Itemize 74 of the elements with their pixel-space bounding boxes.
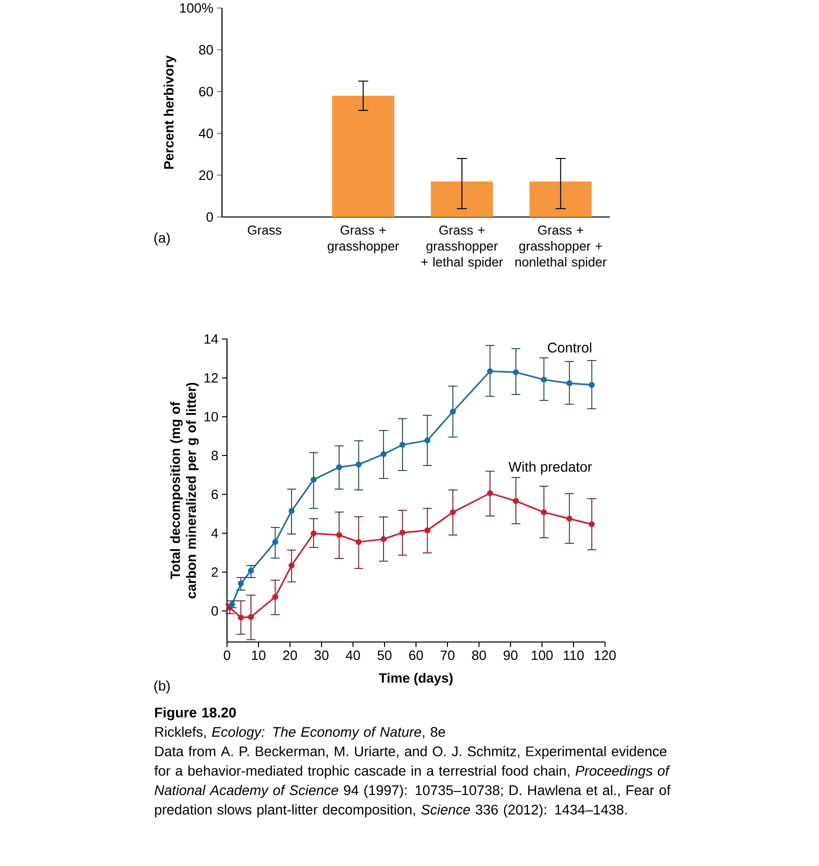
point [512, 498, 519, 504]
point [450, 408, 456, 415]
text: Data from A. P. Beckerman, M. Uriarte, and O. J. Schmitz, Experimental evidence for a behavior-mediated trophic cascade in a terrestrial food chain, Proceedings of National Academy of Science 94 (1997): 10735–10738; D. Hawlena et al., Fear of predation slows plant-litter decomposition, Science 336 (2012): 1434–1438. [154, 746, 671, 818]
series-label: With predator [508, 462, 592, 475]
point [540, 509, 547, 516]
point [588, 521, 595, 528]
y-tick-label: 0 [206, 212, 213, 222]
y-tick-label: 14 [204, 334, 218, 344]
y-axis-title: Total decomposition (mg of carbon mineralized per g of litter) [170, 382, 199, 598]
text: Ricklefs, Ecology: The Economy of Nature, 8e [155, 726, 446, 740]
point [336, 464, 342, 470]
point [487, 490, 494, 496]
text: (b) [154, 680, 170, 694]
x-tick-label: 0 [224, 650, 230, 660]
y-tick-label: 0 [212, 606, 218, 616]
point [380, 451, 387, 458]
point [238, 580, 244, 587]
x-tick-label: 60 [409, 650, 423, 660]
point [310, 476, 317, 483]
caption: Figure 18.20 [155, 707, 236, 720]
point [272, 538, 278, 545]
x-tick-label: 80 [472, 650, 486, 660]
point [356, 538, 362, 545]
point [399, 530, 406, 536]
y-tick-label: 100% [180, 3, 213, 13]
x-tick-label: 90 [504, 650, 518, 660]
y-tick-label: 8 [212, 450, 218, 460]
x-tick-label: 70 [440, 650, 454, 660]
x-axis-title: Time (days) [378, 672, 453, 686]
point [272, 594, 278, 600]
y-tick-label: 12 [204, 373, 218, 383]
point [380, 536, 387, 542]
x-tick-label: 10 [252, 650, 266, 660]
point [288, 508, 295, 514]
point [566, 516, 572, 522]
y-tick-label: 4 [211, 528, 218, 538]
y-tick-label: 60 [199, 86, 213, 96]
x-tick-label: 120 [594, 650, 616, 660]
x-tick-label: 40 [346, 650, 360, 660]
point [424, 437, 430, 444]
x-tick-label: 30 [314, 650, 328, 660]
x-tick-label: Grass + grasshopper [328, 226, 399, 254]
y-tick-label: 80 [199, 45, 213, 55]
point [450, 509, 456, 516]
text: (a) [154, 232, 170, 246]
point [512, 369, 519, 376]
x-tick-label: 50 [378, 650, 392, 660]
x-tick-label: 110 [564, 650, 584, 660]
y-tick-label: 2 [212, 567, 218, 577]
x-tick-label: 100 [532, 650, 553, 660]
y-tick-label: 40 [198, 128, 213, 138]
point [288, 562, 295, 568]
point [540, 376, 547, 383]
point [356, 461, 362, 468]
point [336, 532, 342, 538]
y-tick-label: 10 [204, 412, 218, 422]
point [424, 527, 430, 534]
point [566, 380, 572, 386]
x-tick-label: Grass + grasshopper + lethal spider [421, 226, 503, 270]
point [248, 614, 254, 620]
point [238, 614, 244, 621]
x-tick-label: Grass [248, 226, 282, 235]
x-tick-label: Grass + grasshopper + nonlethal spider [515, 226, 606, 270]
point [229, 601, 236, 608]
point [487, 368, 494, 374]
y-axis-title: Percent herbivory [164, 55, 176, 169]
point [399, 442, 406, 448]
y-tick-label: 20 [199, 170, 213, 180]
x-tick-label: 20 [283, 650, 297, 660]
y-tick-label: 6 [212, 490, 218, 500]
point [588, 382, 595, 388]
point [310, 530, 317, 536]
point [248, 568, 254, 574]
series-label: Control [548, 342, 592, 353]
